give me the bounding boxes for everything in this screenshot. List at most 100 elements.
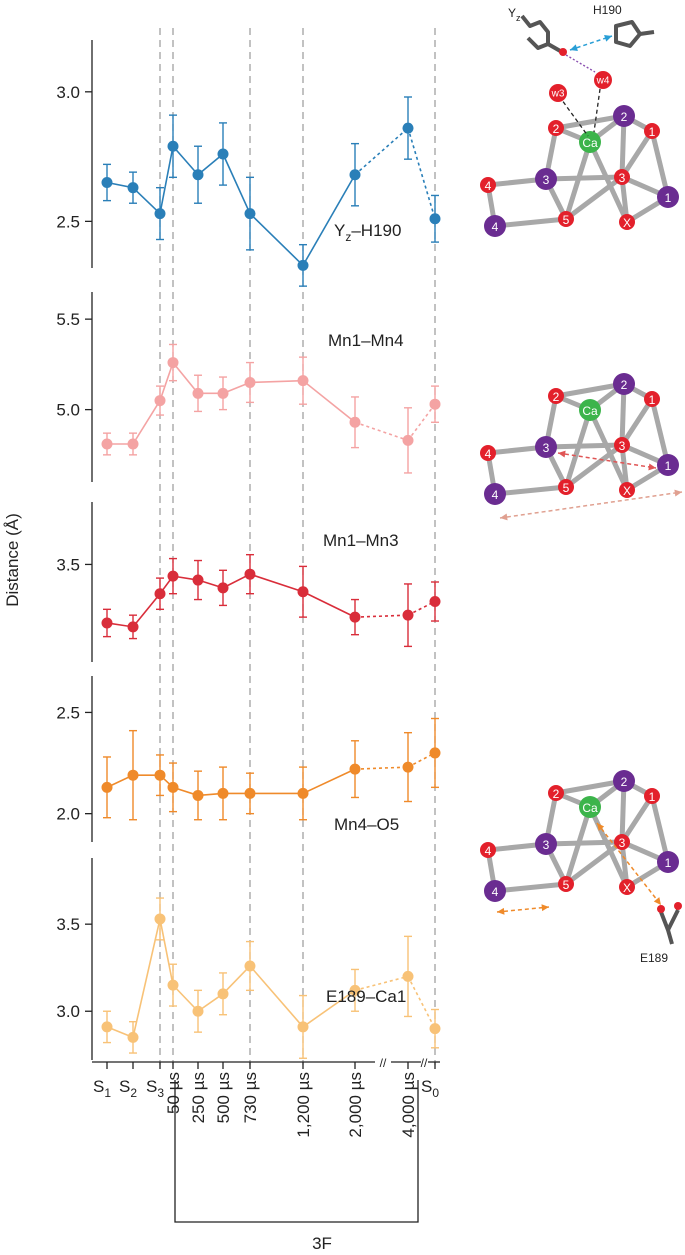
y-tick-label-0-0: 2.5	[56, 212, 80, 231]
manganese-label: 3	[543, 838, 550, 852]
series-line-segment	[249, 965, 304, 1028]
e189-ca-arrow-head	[597, 823, 605, 831]
bond	[553, 113, 627, 131]
y-tick-label-2-0: 3.5	[56, 555, 80, 574]
manganese-label: 2	[621, 110, 628, 124]
manganese-atom	[657, 186, 679, 208]
structure-diagram-bottom: Ca 2 3 1 4 2 1 3 4 5 X E189	[480, 770, 682, 965]
yz-h190-arrow-head	[570, 44, 578, 52]
data-point	[244, 376, 256, 388]
glutamate-oxygen-a	[657, 905, 665, 913]
oxygen-atom	[480, 445, 496, 461]
series-line-segment	[132, 918, 161, 1038]
manganese-atom	[535, 436, 557, 458]
bond	[619, 793, 655, 845]
oxygen-atom	[614, 169, 630, 185]
data-point	[217, 787, 229, 799]
structure-diagram-top: Ca 2 3 1 4 2 1 3 4 5 X Yz H190 w3 w4	[480, 3, 679, 237]
data-point	[167, 979, 179, 991]
oxygen-atom	[548, 120, 564, 136]
data-point	[101, 781, 113, 793]
panel-label-0: Yz–H190	[334, 221, 401, 244]
axis-break-mark-2: //	[421, 1056, 428, 1070]
data-point	[349, 416, 361, 428]
bond	[649, 793, 671, 865]
water-w3-bond	[558, 95, 589, 137]
data-point	[167, 140, 179, 152]
x-tick-label-3: 50 µs	[164, 1072, 183, 1114]
data-point	[192, 1005, 204, 1017]
data-point	[429, 1023, 441, 1035]
series-line-segment	[172, 984, 199, 1012]
calcium-label: Ca	[582, 404, 598, 418]
manganese-label: 1	[665, 856, 672, 870]
manganese-atom	[613, 770, 635, 792]
series-line-segment	[132, 187, 161, 215]
oxygen-atom	[619, 214, 635, 230]
oxygen-label: X	[623, 881, 631, 895]
bond	[492, 216, 569, 229]
manganese-label: 4	[492, 488, 499, 502]
water-w4	[594, 71, 612, 89]
oxygen-atom	[548, 785, 564, 801]
panel-label-4: E189–Ca1	[326, 987, 406, 1006]
hbond-yz-w4	[565, 54, 596, 73]
e189-ca-arrow	[596, 822, 662, 906]
data-point	[167, 781, 179, 793]
mn1-mn4-arrow-head	[674, 489, 682, 497]
oxygen-atom	[614, 834, 630, 850]
e189-ca-arrow-head	[653, 897, 661, 905]
data-point	[349, 763, 361, 775]
data-point	[349, 984, 361, 996]
oxygen-label: 4	[485, 447, 492, 461]
x-tick-label-1: S2	[119, 1077, 137, 1100]
water-w4-bond	[593, 81, 602, 133]
panel-label-2: Mn1–Mn3	[323, 531, 399, 550]
oxygen-atom	[480, 842, 496, 858]
mn4-o5-arrow-head	[541, 904, 549, 912]
panel-2: 3.5 Mn1–Mn3	[56, 502, 441, 662]
y-tick-label-4-0: 3.0	[56, 1002, 80, 1021]
data-point	[297, 375, 309, 387]
tyrosine-label: Yz	[508, 6, 521, 23]
data-point	[101, 177, 113, 188]
data-point	[429, 596, 441, 608]
water-w3-label: w3	[551, 89, 565, 100]
data-point	[297, 586, 309, 598]
manganese-atom	[613, 105, 635, 127]
glutamate-bond	[666, 909, 680, 931]
series-line-segment	[249, 213, 304, 266]
manganese-label: 4	[492, 885, 499, 899]
axis-break-mark-1: //	[380, 1056, 387, 1070]
bond	[619, 396, 655, 448]
bond	[492, 484, 569, 497]
x-tick-label-5: 500 µs	[214, 1072, 233, 1123]
data-point	[244, 208, 256, 220]
y-tick-label-4-1: 3.5	[56, 915, 80, 934]
manganese-label: 1	[665, 459, 672, 473]
oxygen-label: 4	[485, 844, 492, 858]
bonds-bot	[485, 778, 671, 894]
oxygen-label: 1	[649, 790, 656, 804]
x-axis: // // S1 S2 S3 50 µs 250 µs 500 µs 730 µs 1,200 µ…	[92, 1056, 440, 1138]
water-w4-label: w4	[596, 76, 610, 87]
panel-1: 5.0 5.5 Mn1–Mn4	[56, 292, 441, 482]
bond	[563, 804, 593, 887]
panel-3: 2.0 2.5 Mn4–O5	[56, 676, 441, 842]
y-tick-label-1-0: 5.0	[56, 401, 80, 420]
data-point	[154, 913, 166, 925]
manganese-label: 1	[665, 191, 672, 205]
data-point	[192, 789, 204, 801]
oxygen-label: X	[623, 216, 631, 230]
oxygen-atom	[558, 479, 574, 495]
data-point	[101, 438, 113, 450]
manganese-atom	[484, 880, 506, 902]
data-point	[154, 769, 166, 781]
series-line-segment	[249, 379, 304, 384]
data-point	[192, 387, 204, 399]
histidine-chain	[639, 30, 655, 36]
series-line-segment	[159, 362, 174, 401]
y-axis-label: Distance (Å)	[3, 513, 22, 607]
oxygen-label: 2	[553, 787, 560, 801]
